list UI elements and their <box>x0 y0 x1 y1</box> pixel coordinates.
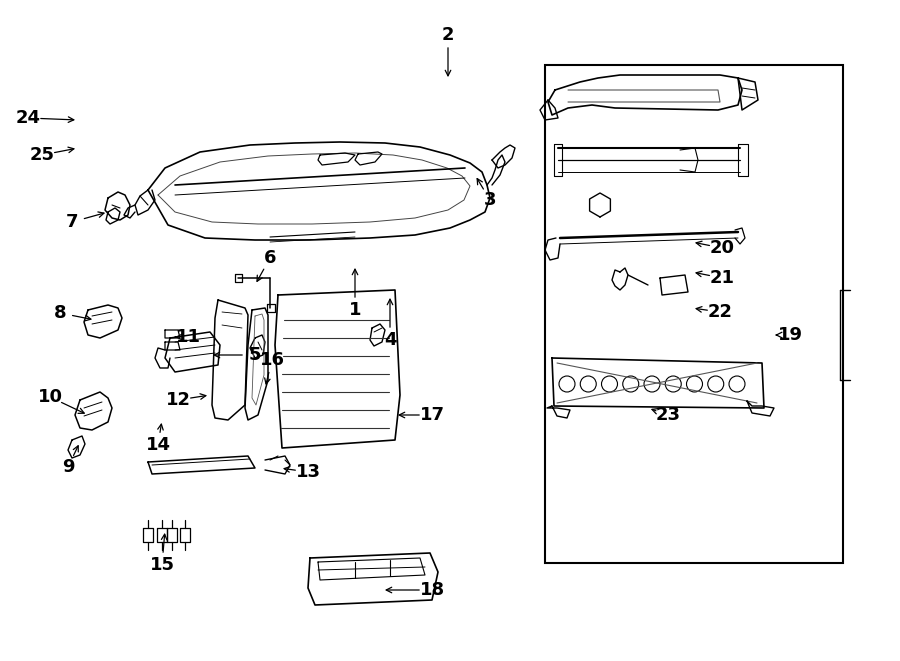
Text: 3: 3 <box>484 191 496 209</box>
Text: 17: 17 <box>419 406 445 424</box>
Text: 24: 24 <box>15 109 40 127</box>
Text: 1: 1 <box>349 301 361 319</box>
Text: 14: 14 <box>146 436 170 454</box>
Text: 6: 6 <box>264 249 276 267</box>
Text: 21: 21 <box>709 269 734 287</box>
Text: 18: 18 <box>419 581 445 599</box>
Text: 20: 20 <box>709 239 734 257</box>
Text: 10: 10 <box>38 388 62 406</box>
Text: 7: 7 <box>66 213 78 231</box>
Text: 5: 5 <box>248 346 261 364</box>
Text: 2: 2 <box>442 26 454 44</box>
Text: 4: 4 <box>383 331 396 349</box>
Bar <box>545 65 843 563</box>
Text: 12: 12 <box>166 391 191 409</box>
Text: 25: 25 <box>30 146 55 164</box>
Text: 8: 8 <box>54 304 67 322</box>
Text: 22: 22 <box>707 303 733 321</box>
Text: 23: 23 <box>655 406 680 424</box>
Text: 16: 16 <box>259 351 284 369</box>
Text: 9: 9 <box>62 458 74 476</box>
Text: 15: 15 <box>149 556 175 574</box>
Text: 19: 19 <box>778 326 803 344</box>
Text: 11: 11 <box>176 328 201 346</box>
Text: 13: 13 <box>295 463 320 481</box>
